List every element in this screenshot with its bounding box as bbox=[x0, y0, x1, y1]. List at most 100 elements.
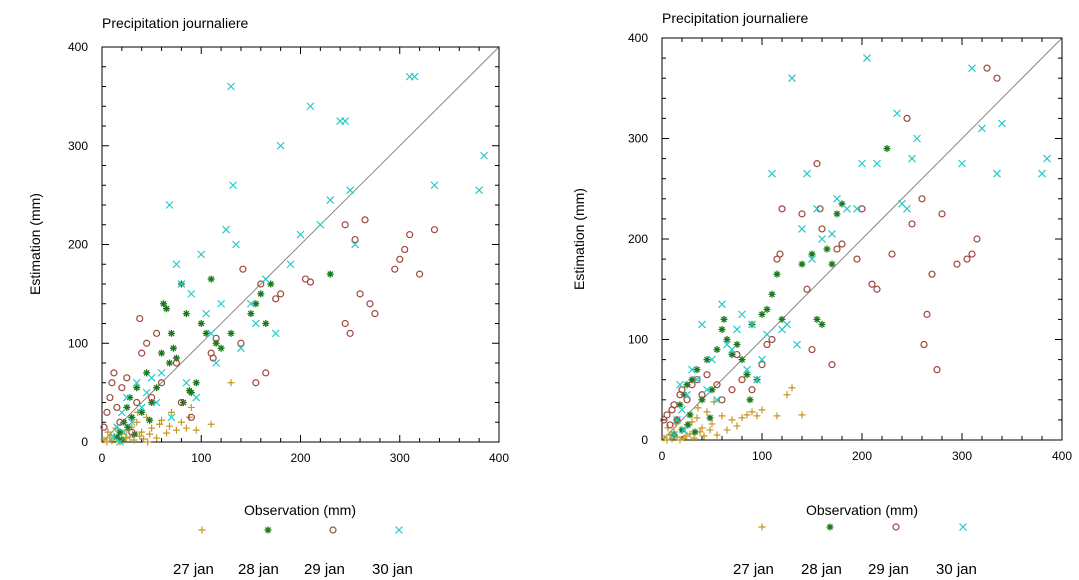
data-point bbox=[401, 245, 409, 254]
data-point bbox=[868, 280, 876, 288]
x-axis-label: Observation (mm) bbox=[806, 502, 918, 518]
data-point bbox=[361, 216, 369, 224]
data-point bbox=[192, 393, 201, 402]
data-point bbox=[783, 391, 791, 399]
data-point bbox=[693, 376, 701, 384]
data-point bbox=[682, 432, 690, 440]
data-point bbox=[973, 235, 981, 243]
data-point bbox=[903, 114, 911, 123]
data-point bbox=[103, 438, 111, 446]
data-point bbox=[698, 391, 706, 399]
legend-label: 30 jan bbox=[372, 561, 413, 578]
data-point bbox=[738, 376, 746, 384]
data-point bbox=[703, 356, 711, 364]
data-point bbox=[137, 403, 146, 412]
data-point bbox=[758, 361, 766, 369]
data-point bbox=[676, 436, 684, 444]
data-point bbox=[818, 320, 826, 328]
series-3 bbox=[100, 216, 439, 436]
data-point bbox=[763, 330, 771, 339]
data-point bbox=[703, 385, 711, 394]
data-point bbox=[172, 354, 180, 362]
legend-marker bbox=[959, 523, 967, 531]
data-point bbox=[128, 413, 136, 421]
data-point bbox=[808, 345, 816, 354]
data-point bbox=[1043, 154, 1051, 163]
data-point bbox=[430, 181, 439, 190]
data-point bbox=[1038, 169, 1046, 178]
data-point bbox=[718, 412, 726, 420]
data-point bbox=[688, 418, 696, 426]
data-point bbox=[130, 436, 138, 444]
data-point bbox=[923, 310, 931, 318]
data-point bbox=[728, 416, 736, 424]
y-tick-label: 200 bbox=[628, 232, 648, 246]
data-point bbox=[768, 290, 776, 298]
data-point bbox=[252, 379, 260, 387]
data-point bbox=[109, 433, 118, 441]
data-point bbox=[239, 265, 247, 273]
data-point bbox=[773, 255, 781, 263]
chart-panel-2: 0 100 200 300 400 0 100 200 300 400 Precipitation … bbox=[571, 10, 1072, 578]
data-point bbox=[978, 124, 986, 133]
y-tick-label: 400 bbox=[628, 31, 648, 45]
data-point bbox=[863, 54, 871, 63]
data-point bbox=[128, 428, 136, 436]
data-point bbox=[227, 82, 235, 91]
y-tick-label: 400 bbox=[68, 40, 88, 54]
data-point bbox=[708, 355, 716, 364]
x-tick-label: 400 bbox=[489, 451, 509, 465]
data-point bbox=[165, 422, 173, 430]
data-point bbox=[733, 422, 741, 430]
data-point bbox=[207, 275, 215, 283]
data-point bbox=[838, 240, 846, 248]
data-point bbox=[748, 386, 756, 394]
data-point bbox=[853, 204, 861, 213]
data-point bbox=[152, 398, 161, 407]
data-point bbox=[217, 344, 225, 352]
data-point bbox=[207, 420, 215, 428]
x-tick-label: 0 bbox=[99, 451, 106, 465]
data-point bbox=[813, 160, 821, 168]
data-point bbox=[808, 255, 816, 264]
legend-marker bbox=[826, 523, 834, 531]
data-point bbox=[816, 205, 824, 213]
data-point bbox=[157, 379, 166, 387]
data-point bbox=[963, 255, 971, 263]
data-point bbox=[883, 145, 891, 153]
data-point bbox=[700, 432, 708, 440]
data-point bbox=[793, 340, 801, 349]
data-point bbox=[828, 230, 836, 238]
data-point bbox=[232, 240, 240, 249]
data-point bbox=[169, 344, 177, 352]
data-point bbox=[163, 429, 171, 437]
data-point bbox=[683, 390, 691, 399]
data-point bbox=[197, 250, 206, 259]
data-point bbox=[286, 260, 295, 269]
chart-title: Precipitation journaliere bbox=[102, 15, 249, 31]
data-point bbox=[748, 408, 756, 416]
data-point bbox=[480, 151, 489, 160]
series-2 bbox=[113, 270, 334, 444]
data-point bbox=[262, 369, 270, 377]
data-point bbox=[753, 412, 761, 420]
data-point bbox=[153, 434, 161, 442]
data-point bbox=[147, 373, 156, 382]
data-point bbox=[277, 290, 285, 298]
y-tick-label: 0 bbox=[81, 435, 88, 449]
data-point bbox=[758, 406, 766, 414]
data-point bbox=[122, 393, 131, 402]
data-point bbox=[738, 414, 746, 422]
data-point bbox=[123, 403, 131, 411]
data-point bbox=[908, 154, 916, 163]
data-point bbox=[773, 412, 781, 420]
data-point bbox=[341, 117, 350, 125]
data-point bbox=[763, 305, 771, 313]
data-point bbox=[686, 411, 694, 419]
data-point bbox=[958, 159, 966, 168]
data-point bbox=[743, 371, 751, 379]
data-point bbox=[858, 205, 866, 213]
data-point bbox=[676, 401, 684, 409]
data-point bbox=[928, 270, 936, 278]
data-point bbox=[396, 255, 404, 263]
